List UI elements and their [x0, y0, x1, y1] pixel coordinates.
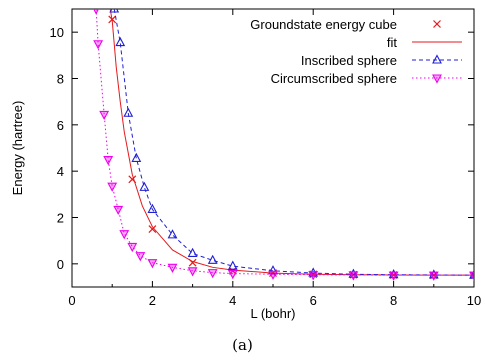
series-2 [109, 9, 474, 279]
series-line [113, 9, 474, 276]
data-point [147, 259, 158, 269]
y-tick-label: 10 [50, 25, 64, 40]
data-point [428, 271, 439, 281]
data-point [308, 267, 319, 277]
data-point [187, 247, 198, 257]
data-point [469, 269, 474, 279]
data-point [147, 203, 158, 213]
data-point [428, 269, 439, 279]
x-tick-label: 8 [390, 293, 397, 308]
data-point [107, 182, 118, 192]
series-line [109, 9, 474, 276]
legend-label: Groundstate energy cube [250, 17, 397, 32]
legend-marker [432, 54, 442, 64]
legend: Groundstate energy cube fit Inscribed sphe… [250, 17, 462, 86]
y-axis-label: Energy (hartree) [10, 101, 25, 196]
figure-caption: (a) [232, 336, 253, 354]
x-tick-label: 6 [310, 293, 317, 308]
legend-label: Inscribed sphere [301, 53, 397, 68]
data-point [348, 271, 359, 281]
y-tick-label: 0 [57, 257, 64, 272]
data-point [469, 271, 474, 281]
data-point [93, 9, 100, 15]
legend-marker [433, 20, 441, 28]
data-layer [93, 9, 474, 281]
data-point [115, 36, 126, 47]
legend-label: Circumscribed sphere [271, 71, 397, 86]
y-tick-label: 4 [57, 164, 64, 179]
data-point [131, 152, 142, 162]
data-point [207, 254, 218, 264]
data-point [348, 268, 359, 278]
data-point [167, 229, 178, 239]
data-point [127, 242, 138, 253]
x-axis-label: L (bohr) [250, 306, 295, 321]
x-tick-label: 2 [149, 293, 156, 308]
x-tick-label: 10 [467, 293, 481, 308]
data-point [268, 270, 278, 280]
data-point [167, 263, 178, 273]
y-tick-label: 8 [57, 72, 64, 87]
y-tick-label: 6 [57, 118, 64, 133]
legend-label: fit [387, 35, 398, 50]
data-point [388, 269, 399, 279]
data-point [123, 107, 134, 117]
data-point [207, 269, 218, 279]
data-point [135, 252, 146, 262]
series-1 [109, 9, 474, 276]
data-point [99, 110, 110, 121]
series-3 [93, 9, 474, 281]
series-line [95, 9, 474, 276]
series-0 [108, 15, 474, 280]
legend-marker [432, 74, 442, 84]
data-point [388, 271, 399, 281]
data-point [308, 271, 319, 281]
data-point [268, 265, 278, 275]
data-point [470, 271, 474, 280]
data-point [109, 9, 120, 13]
data-point [93, 40, 104, 50]
data-point [187, 267, 198, 277]
data-point [227, 260, 238, 270]
x-tick-label: 0 [68, 293, 75, 308]
data-point [139, 181, 150, 191]
data-point [119, 230, 130, 240]
data-point [103, 156, 114, 166]
data-point [113, 205, 124, 216]
data-point [227, 270, 238, 280]
data-point [148, 225, 157, 234]
y-tick-label: 2 [57, 211, 64, 226]
x-tick-label: 4 [229, 293, 236, 308]
